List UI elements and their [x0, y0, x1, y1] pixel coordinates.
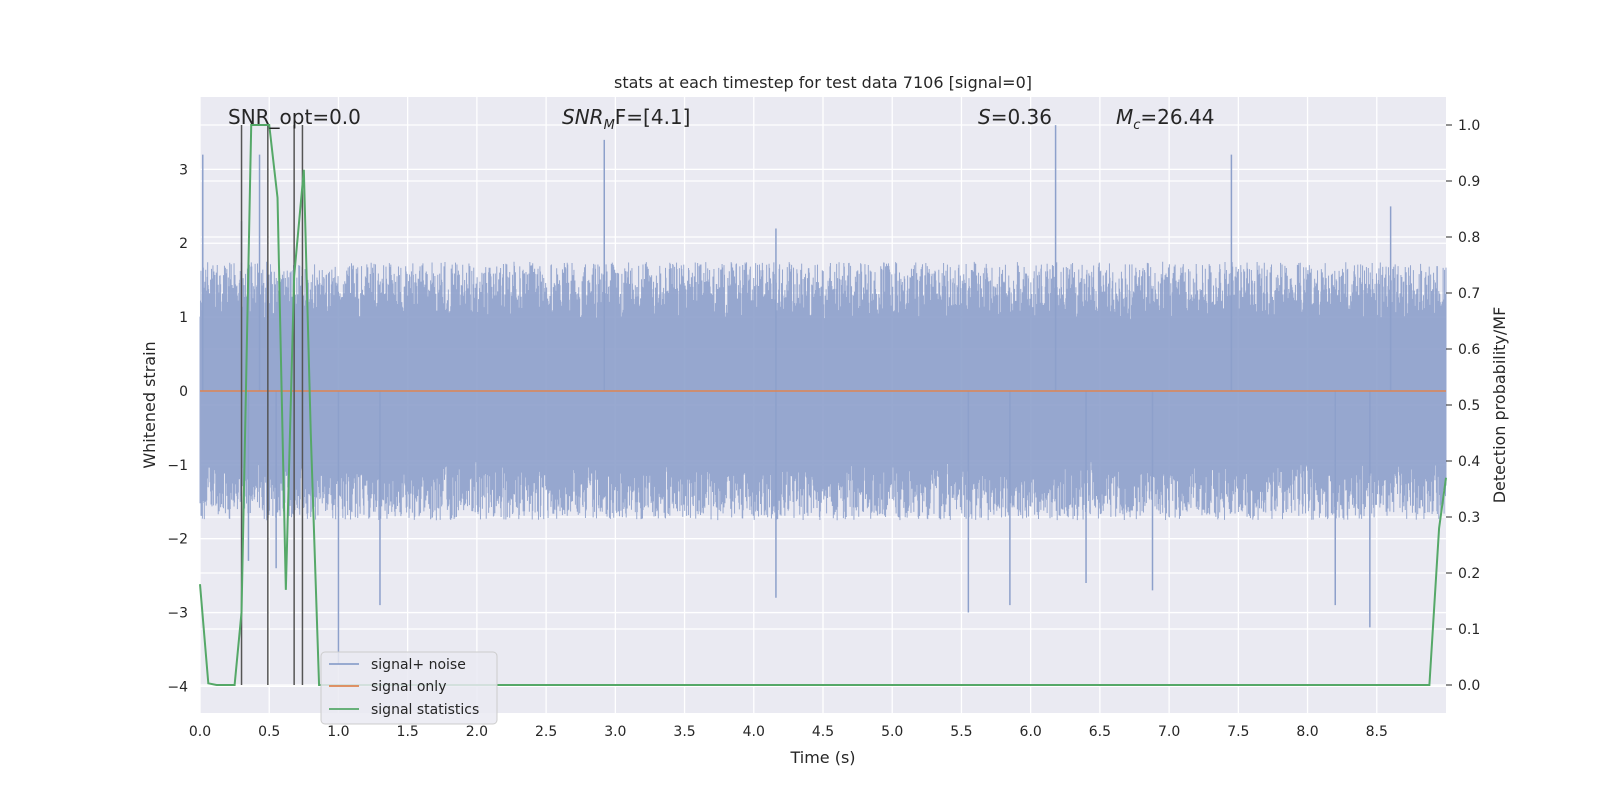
x-tick-label: 8.0	[1296, 724, 1318, 740]
y2-tick-label: 0.4	[1458, 454, 1480, 470]
y-tick-label: −4	[167, 679, 188, 695]
annotation-mc: Mc=26.44	[1116, 105, 1214, 133]
y-tick-label: −2	[167, 532, 188, 548]
x-tick-label: 5.5	[950, 724, 972, 740]
y-tick-labels: 3 2 1 0 −1 −2 −3 −4	[167, 162, 188, 695]
x-tick-label: 6.5	[1089, 724, 1111, 740]
y2-tick-label: 0.3	[1458, 510, 1480, 526]
legend-label-signal-noise: signal+ noise	[371, 657, 466, 673]
y2-tick-labels: 1.0 0.9 0.8 0.7 0.6 0.5 0.4 0.3 0.2 0.1 0.0	[1446, 118, 1480, 694]
y-tick-label: 3	[179, 162, 188, 178]
y2-axis-label: Detection probability/MF	[1490, 307, 1509, 504]
y2-tick-label: 0.7	[1458, 286, 1480, 302]
x-tick-label: 0.5	[258, 724, 280, 740]
annotation-snr-mf: SNRMF=[4.1]	[562, 105, 690, 133]
x-tick-label: 1.5	[397, 724, 419, 740]
legend-box	[320, 651, 498, 725]
y-tick-label: 1	[179, 310, 188, 326]
x-tick-label: 6.0	[1020, 724, 1042, 740]
x-tick-label: 3.5	[673, 724, 695, 740]
x-tick-label: 8.5	[1366, 724, 1388, 740]
series-signal-statistics	[199, 124, 1447, 686]
x-tick-label: 4.5	[812, 724, 834, 740]
legend-label-signal-only: signal only	[371, 679, 446, 695]
annotation-snr-opt: SNR_opt=0.0	[228, 105, 361, 129]
y-tick-label: −1	[167, 458, 188, 474]
y2-tick-label: 0.6	[1458, 342, 1480, 358]
annotation-s: S=0.36	[978, 105, 1052, 129]
y2-tick-label: 0.9	[1458, 174, 1480, 190]
y2-tick-label: 0.2	[1458, 566, 1480, 582]
chart-title: stats at each timestep for test data 710…	[614, 73, 1032, 92]
y-axis-label: Whitened strain	[140, 341, 159, 468]
x-tick-label: 2.0	[466, 724, 488, 740]
y2-tick-label: 1.0	[1458, 118, 1480, 134]
y2-tick-label: 0.5	[1458, 398, 1480, 414]
x-tick-label: 1.0	[327, 724, 349, 740]
x-tick-label: 5.0	[881, 724, 903, 740]
x-tick-label: 3.0	[604, 724, 626, 740]
legend-label-signal-statistics: signal statistics	[371, 702, 479, 718]
y2-tick-label: 0.8	[1458, 230, 1480, 246]
x-axis-label: Time (s)	[789, 748, 855, 767]
y-tick-label: 0	[179, 384, 188, 400]
y-tick-label: 2	[179, 236, 188, 252]
x-tick-label: 7.5	[1227, 724, 1249, 740]
x-tick-label: 7.0	[1158, 724, 1180, 740]
y2-tick-label: 0.1	[1458, 622, 1480, 638]
x-tick-label: 0.0	[189, 724, 211, 740]
x-tick-labels: 0.0 0.5 1.0 1.5 2.0 2.5 3.0 3.5 4.0 4.5 5.0 5.5 6.0 6…	[189, 724, 1388, 740]
y2-tick-label: 0.0	[1458, 678, 1480, 694]
y-tick-label: −3	[167, 606, 188, 622]
legend: signal+ noise signal only signal statist…	[320, 651, 498, 725]
x-tick-label: 4.0	[743, 724, 765, 740]
signal-statistics-line	[199, 124, 1447, 686]
x-tick-label: 2.5	[535, 724, 557, 740]
